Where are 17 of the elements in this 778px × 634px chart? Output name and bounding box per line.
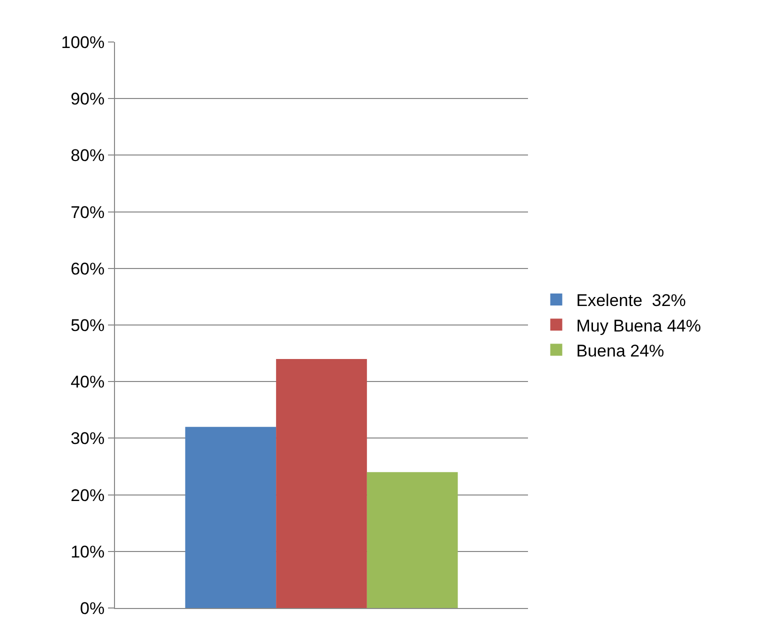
y-tick-label: 100%	[61, 32, 105, 52]
y-tick-label: 10%	[70, 542, 105, 562]
y-tick-label: 0%	[80, 598, 105, 618]
legend-label: Buena 24%	[576, 341, 664, 360]
y-tick-label: 40%	[70, 372, 105, 392]
y-tick-label: 80%	[70, 146, 105, 166]
y-tick-label: 60%	[70, 259, 105, 278]
legend-label: Exelente 32%	[576, 291, 686, 310]
y-tick-label: 30%	[70, 429, 105, 448]
bar	[366, 472, 458, 608]
y-tick-label: 50%	[70, 316, 105, 335]
bar	[276, 358, 367, 608]
bar	[185, 426, 276, 608]
y-tick-label: 20%	[70, 486, 105, 505]
y-tick-label: 90%	[70, 90, 105, 109]
legend-label: Muy Buena 44%	[576, 316, 702, 336]
y-tick-label: 70%	[70, 202, 105, 222]
